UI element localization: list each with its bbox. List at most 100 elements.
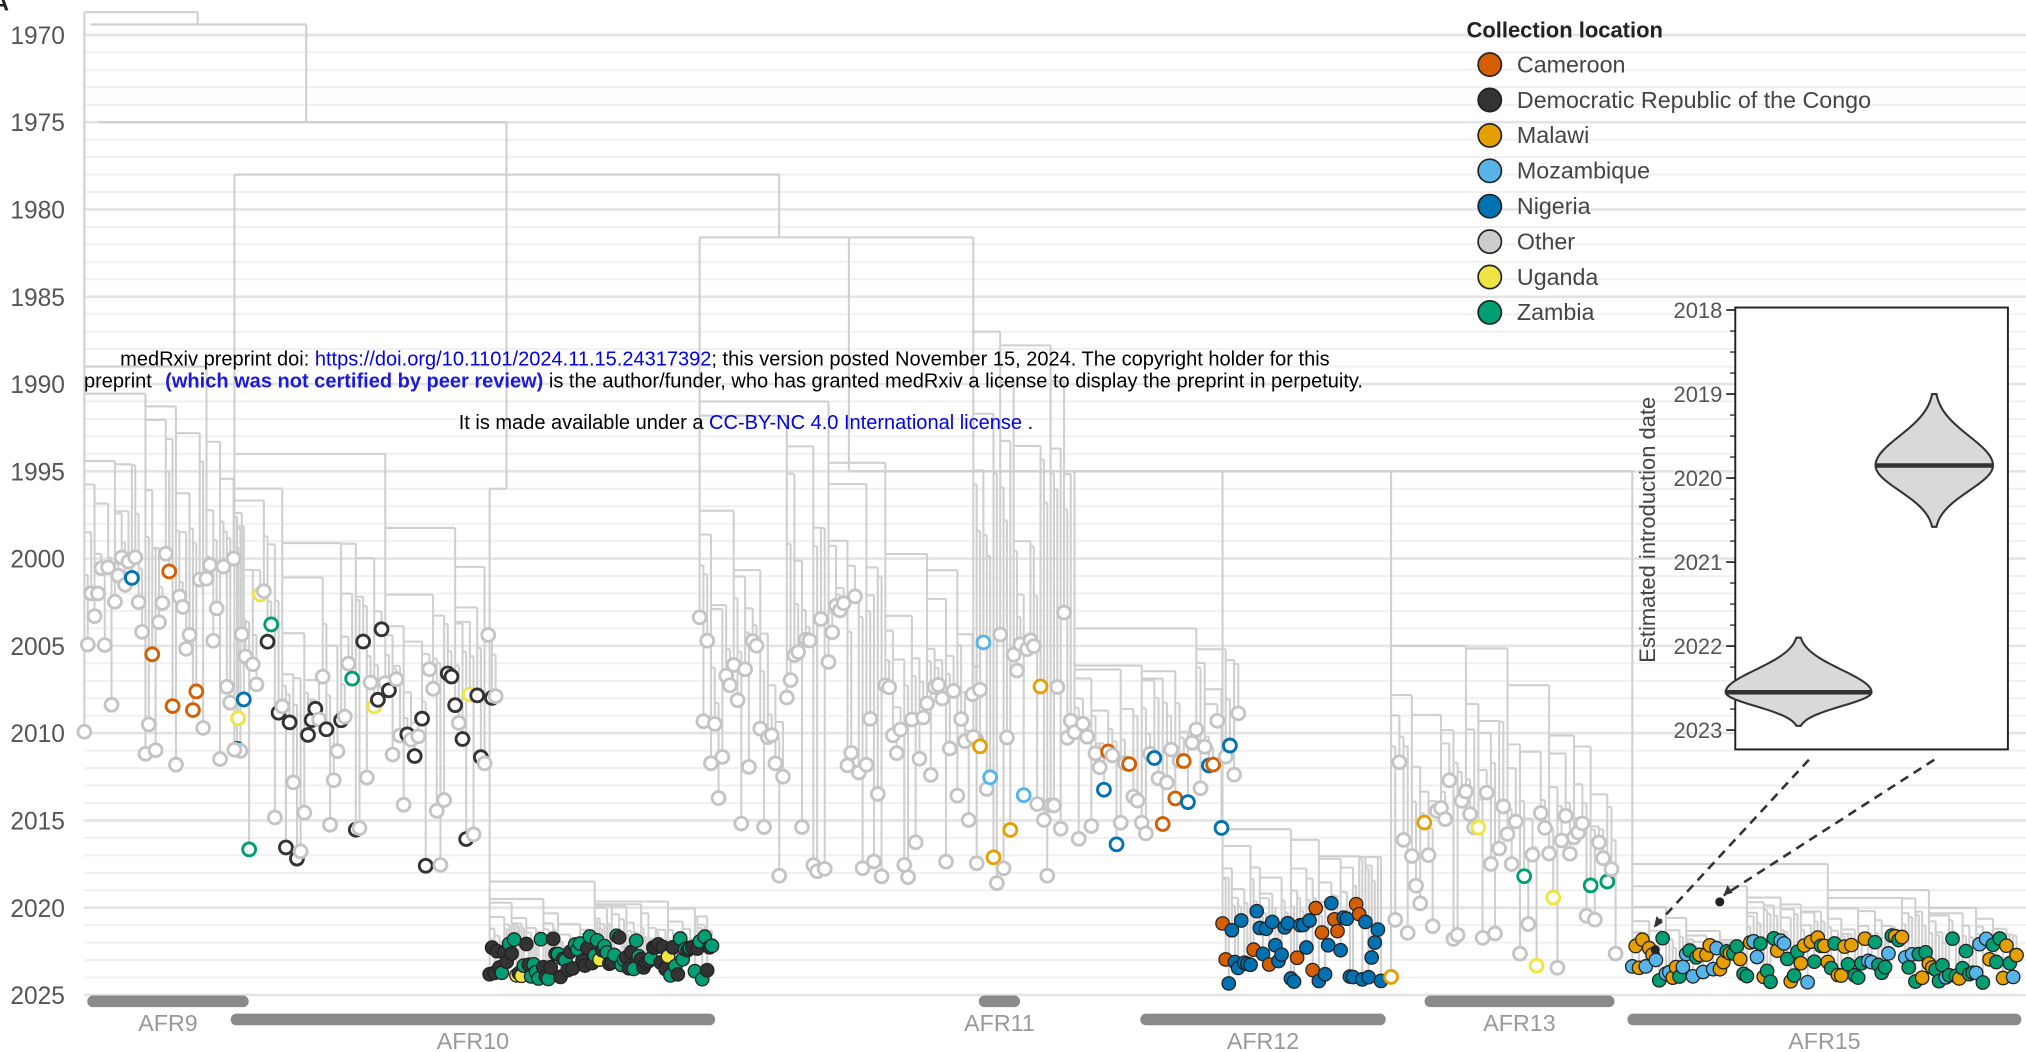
tip xyxy=(741,759,757,775)
tip xyxy=(1763,974,1778,990)
tip xyxy=(1516,868,1533,885)
tip xyxy=(611,930,627,945)
tip xyxy=(892,721,909,738)
tip xyxy=(1025,638,1042,655)
tip xyxy=(988,875,1005,891)
license-link[interactable]: CC-BY-NC 4.0 International license xyxy=(709,412,1022,434)
legend-label: Nigeria xyxy=(1517,193,1591,219)
arrow xyxy=(1652,758,1810,929)
tip xyxy=(1586,911,1603,928)
tip xyxy=(1255,946,1271,962)
tip xyxy=(244,656,261,673)
tip xyxy=(1753,936,1768,951)
tip xyxy=(1002,822,1019,838)
tip xyxy=(322,816,338,833)
tip xyxy=(801,632,818,649)
y-tick-label: 1980 xyxy=(10,198,65,225)
tip xyxy=(907,834,924,851)
tip xyxy=(1545,889,1562,906)
y-tick-label: 2018 xyxy=(1674,298,1723,323)
y-tick-label: 1985 xyxy=(10,285,65,312)
tip xyxy=(318,721,335,738)
tip xyxy=(691,609,708,626)
doi-link[interactable]: https://doi.org/10.1101/2024.11.15.24317… xyxy=(315,349,712,371)
tip xyxy=(151,614,167,631)
tip xyxy=(1894,929,1910,945)
tip xyxy=(292,843,309,860)
tip xyxy=(1520,916,1537,932)
tip xyxy=(134,623,150,640)
legend-label: Zambia xyxy=(1517,299,1595,325)
tip xyxy=(1537,820,1553,836)
tip xyxy=(1482,856,1499,872)
tip xyxy=(1167,790,1184,807)
tip xyxy=(436,792,452,808)
legend-label: Cameroon xyxy=(1517,51,1626,77)
tip xyxy=(1323,895,1339,911)
tip xyxy=(919,695,935,712)
tip xyxy=(96,637,113,653)
tip xyxy=(1786,968,1802,983)
tip xyxy=(79,636,96,653)
tip xyxy=(1015,787,1032,804)
y-tick-label: 2021 xyxy=(1674,550,1723,575)
tip xyxy=(1052,820,1069,837)
tip xyxy=(733,815,750,832)
tip xyxy=(1441,772,1458,789)
tip xyxy=(794,819,810,835)
tip xyxy=(1512,945,1528,962)
tip xyxy=(259,633,276,650)
watermark-line: medRxiv preprint doi: https://doi.org/10… xyxy=(120,349,1329,371)
tip xyxy=(847,588,863,605)
tip xyxy=(934,690,951,707)
tip xyxy=(1299,940,1314,955)
tip xyxy=(854,860,871,877)
tip xyxy=(1083,818,1100,834)
tip xyxy=(1541,845,1557,862)
tip xyxy=(1222,737,1238,754)
tip xyxy=(1213,820,1230,836)
tip xyxy=(1914,970,1930,986)
legend-swatch xyxy=(1477,122,1503,148)
tip xyxy=(406,748,423,764)
tip xyxy=(1029,796,1046,812)
tip xyxy=(1739,968,1755,984)
tip xyxy=(1108,836,1125,853)
tip xyxy=(241,841,258,858)
tip xyxy=(1449,927,1466,943)
tip xyxy=(255,583,272,600)
inset-y-label: Estimated introduction date xyxy=(1635,397,1660,663)
tip xyxy=(1487,925,1503,942)
tip xyxy=(1495,798,1512,815)
tip xyxy=(1320,937,1336,953)
tip xyxy=(1806,954,1822,970)
tip xyxy=(447,697,464,714)
tip xyxy=(1367,935,1383,950)
tip xyxy=(130,594,147,611)
tip xyxy=(1180,794,1196,811)
tip xyxy=(1032,678,1049,695)
tip xyxy=(123,569,140,586)
watermark-line: It is made available under a CC-BY-NC 4.… xyxy=(459,412,1033,434)
legend-swatch xyxy=(1477,229,1503,255)
tip xyxy=(843,744,860,761)
tip xyxy=(1595,850,1612,867)
tip xyxy=(154,595,171,611)
tip xyxy=(1749,949,1765,965)
tip xyxy=(100,559,117,576)
clade-label: AFR15 xyxy=(1788,1028,1860,1052)
tip xyxy=(699,962,715,978)
tip xyxy=(972,681,988,698)
tip xyxy=(487,688,504,705)
tip xyxy=(205,632,222,649)
tip xyxy=(982,769,999,786)
y-tick-label: 2000 xyxy=(10,547,65,574)
tip xyxy=(1154,816,1171,832)
tip xyxy=(506,932,522,947)
tip xyxy=(425,680,441,697)
tip xyxy=(703,755,719,772)
y-tick-label: 1995 xyxy=(10,459,65,486)
tip xyxy=(202,557,218,573)
tip xyxy=(1399,925,1416,941)
tip xyxy=(1009,662,1025,679)
